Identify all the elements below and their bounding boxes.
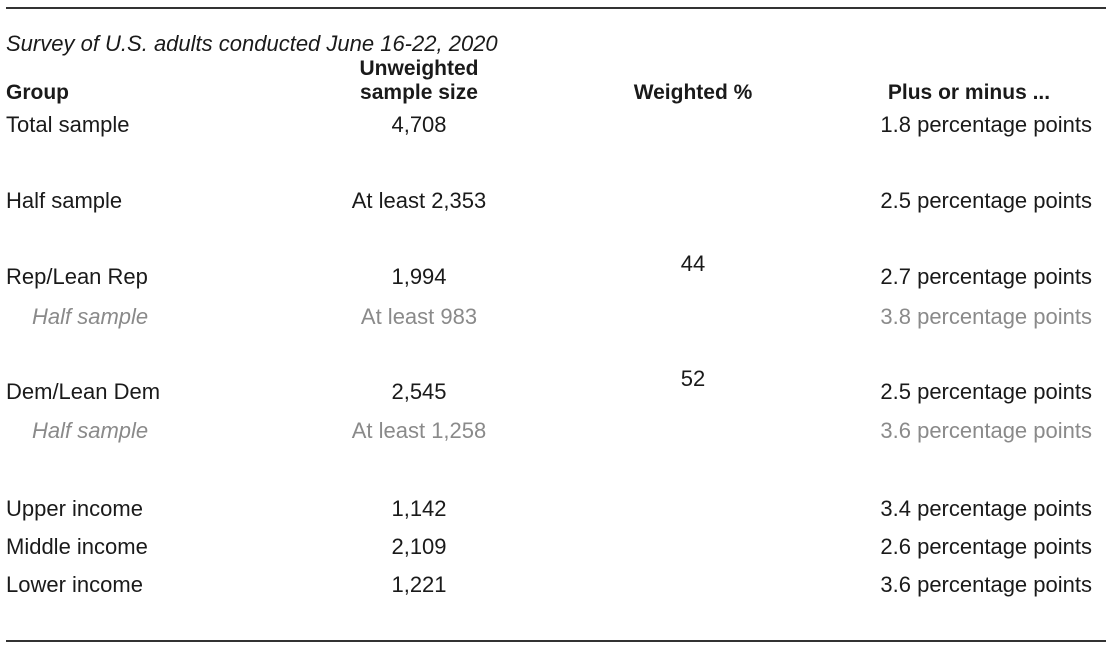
row-sample-size: 2,109 xyxy=(391,534,447,559)
row-sample-size: At least 2,353 xyxy=(351,188,487,213)
row-margin: 2.6 percentage points xyxy=(880,534,1092,559)
row-margin: 2.5 percentage points xyxy=(880,188,1092,213)
header-margin-of-error: Plus or minus ... xyxy=(887,81,1051,104)
row-weighted: 44 xyxy=(680,251,706,276)
row-sample-size: 4,708 xyxy=(391,112,447,137)
table-row: Rep/Lean Rep 1,994 44 2.7 percentage poi… xyxy=(0,251,1114,294)
table-row: Middle income 2,109 2.6 percentage point… xyxy=(0,534,1114,564)
row-margin: 1.8 percentage points xyxy=(880,112,1092,137)
row-margin: 3.6 percentage points xyxy=(880,572,1092,597)
row-group: Half sample xyxy=(32,304,149,329)
row-group: Rep/Lean Rep xyxy=(6,264,148,289)
row-group: Lower income xyxy=(6,572,143,597)
row-sample-size: 1,221 xyxy=(391,572,447,597)
row-margin: 3.4 percentage points xyxy=(880,496,1092,521)
row-group: Total sample xyxy=(6,112,130,137)
row-sample-size: At least 1,258 xyxy=(351,418,487,443)
table-row: Upper income 1,142 3.4 percentage points xyxy=(0,496,1114,526)
row-group: Upper income xyxy=(6,496,143,521)
header-group: Group xyxy=(6,81,69,104)
row-margin: 2.7 percentage points xyxy=(880,264,1092,289)
row-margin: 3.6 percentage points xyxy=(880,418,1092,443)
row-sample-size: 1,994 xyxy=(391,264,447,289)
row-margin: 3.8 percentage points xyxy=(880,304,1092,329)
table-row: Total sample 4,708 1.8 percentage points xyxy=(0,112,1114,142)
header-unweighted-line2: sample size xyxy=(360,81,478,104)
header-unweighted-sample-size: Unweighted sample size xyxy=(318,57,520,105)
table-row: Half sample At least 2,353 2.5 percentag… xyxy=(0,188,1114,218)
header-unweighted-line1: Unweighted xyxy=(359,57,479,80)
table-row: Dem/Lean Dem 2,545 52 2.5 percentage poi… xyxy=(0,366,1114,409)
row-sample-size: At least 983 xyxy=(360,304,478,329)
row-group: Half sample xyxy=(32,418,149,443)
header-weighted-percent: Weighted % xyxy=(633,81,753,104)
row-group: Dem/Lean Dem xyxy=(6,379,161,404)
top-rule xyxy=(6,7,1106,9)
row-sample-size: 1,142 xyxy=(391,496,447,521)
row-sample-size: 2,545 xyxy=(391,379,447,404)
table-row: Half sample At least 1,258 3.6 percentag… xyxy=(0,418,1114,448)
row-margin: 2.5 percentage points xyxy=(880,379,1092,404)
row-group: Half sample xyxy=(6,188,123,213)
row-group: Middle income xyxy=(6,534,148,559)
table-subtitle: Survey of U.S. adults conducted June 16-… xyxy=(6,31,498,56)
row-weighted: 52 xyxy=(680,366,706,391)
table-row: Half sample At least 983 3.8 percentage … xyxy=(0,304,1114,334)
table-row: Lower income 1,221 3.6 percentage points xyxy=(0,572,1114,602)
bottom-rule xyxy=(6,640,1106,642)
